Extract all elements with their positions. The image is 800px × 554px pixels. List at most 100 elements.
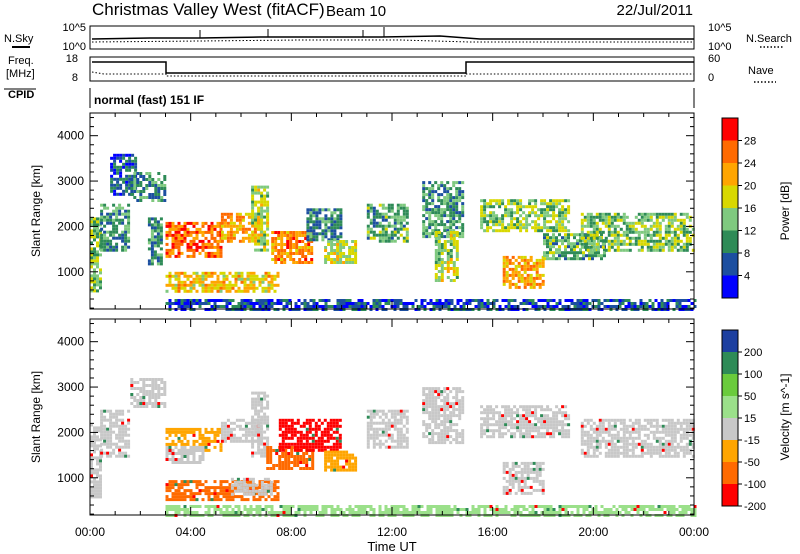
data-cell-0-1 [121,230,125,234]
data-cell-0-18 [595,221,599,225]
data-cell-0-18 [604,248,608,252]
data-cell-1-14 [546,420,550,424]
data-cell-1-14 [498,426,502,430]
data-cell-0-15 [540,226,544,230]
data-cell-1-10 [293,442,297,446]
data-cell-0-15 [498,223,502,227]
data-cell-0-13 [434,211,438,215]
data-cell-1-15 [511,467,515,471]
data-cell-0-16 [526,267,530,271]
data-cell-1-14 [528,414,532,418]
data-cell-1-13 [434,411,438,415]
data-cell-1-6 [186,483,190,487]
data-cell-0-7 [267,283,271,287]
data-cell-0-16 [523,258,527,262]
data-cell-1-0 [99,444,102,448]
data-cell-1-10 [320,436,324,440]
data-cell-1-9 [302,461,306,464]
data-cell-0-17 [576,242,579,246]
data-cell-1-11 [333,465,337,469]
data-cell-1-2 [163,381,167,384]
data-cell-1-3 [171,427,175,431]
data-cell-1-14 [540,414,544,418]
data-cell-0-4 [150,256,154,260]
data-cell-0-16 [514,264,518,268]
data-cell-1-6 [213,495,217,499]
data-cell-1-7 [269,489,273,493]
data-cell-0-10 [321,238,325,242]
data-cell-1-8 [260,448,264,452]
data-cell-0-1 [103,224,107,228]
data-cell-1-13 [458,411,462,415]
colorbar-tick-label: 8 [744,248,750,260]
data-cell-0-18 [640,221,644,225]
data-cell-1-14 [486,423,490,427]
data-cell-0-9 [304,237,308,240]
data-cell-0-1 [106,215,110,219]
data-cell-0-19 [405,305,409,308]
data-cell-0-12 [366,206,370,210]
data-cell-0-17 [600,257,603,261]
data-cell-1-3 [204,430,208,434]
data-cell-1-13 [449,441,453,445]
data-cell-0-10 [330,235,334,239]
data-cell-0-9 [304,243,308,246]
data-cell-1-5 [223,439,227,443]
data-cell-1-9 [311,464,315,467]
data-cell-0-15 [519,220,523,224]
data-cell-1-13 [425,402,429,406]
data-cell-0-6 [247,215,251,219]
data-cell-1-2 [130,402,134,405]
data-cell-0-18 [601,230,605,234]
data-cell-1-7 [260,486,264,490]
data-cell-1-1 [103,439,107,443]
data-cell-1-14 [480,405,484,409]
data-cell-1-12 [366,445,370,449]
data-cell-0-19 [540,305,544,308]
data-cell-1-13 [455,399,459,403]
data-cell-0-3 [133,190,137,193]
data-cell-0-11 [342,246,346,249]
data-cell-1-10 [335,442,339,446]
data-cell-0-5 [201,242,205,246]
data-cell-0-18 [673,230,677,234]
data-cell-0-18 [634,230,638,234]
data-cell-0-10 [324,229,328,233]
data-cell-1-13 [446,408,450,412]
data-cell-0-18 [625,227,629,231]
data-cell-1-4 [174,461,178,464]
data-cell-1-3 [180,433,184,437]
data-cell-0-19 [276,299,280,302]
data-cell-1-10 [338,433,342,437]
data-cell-0-7 [249,283,253,287]
data-cell-0-19 [252,305,256,308]
data-cell-0-19 [288,302,292,305]
data-cell-0-19 [324,299,328,302]
data-cell-0-0 [99,253,102,257]
data-cell-1-13 [458,402,462,406]
data-cell-0-18 [682,242,686,246]
data-cell-0-17 [582,251,585,255]
data-cell-0-1 [103,242,107,246]
data-cell-0-12 [375,221,379,225]
data-cell-0-19 [363,302,367,305]
data-cell-1-13 [449,429,453,433]
data-cell-0-11 [354,246,358,249]
data-cell-1-1 [103,430,107,434]
nave-trace [91,71,694,77]
data-cell-1-12 [393,427,397,431]
data-cell-0-19 [402,305,406,308]
data-cell-0-19 [645,305,649,308]
data-cell-1-6 [186,489,190,493]
data-cell-0-19 [186,299,190,302]
data-cell-0-17 [567,236,570,240]
data-cell-0-19 [348,302,352,305]
data-cell-0-18 [673,245,677,249]
data-cell-0-2 [122,177,126,181]
data-cell-0-2 [131,165,135,169]
data-cell-1-7 [260,483,264,487]
data-cell-0-3 [151,184,155,187]
data-cell-0-14 [434,273,438,276]
data-cell-0-6 [238,227,242,231]
data-cell-0-16 [523,276,527,280]
